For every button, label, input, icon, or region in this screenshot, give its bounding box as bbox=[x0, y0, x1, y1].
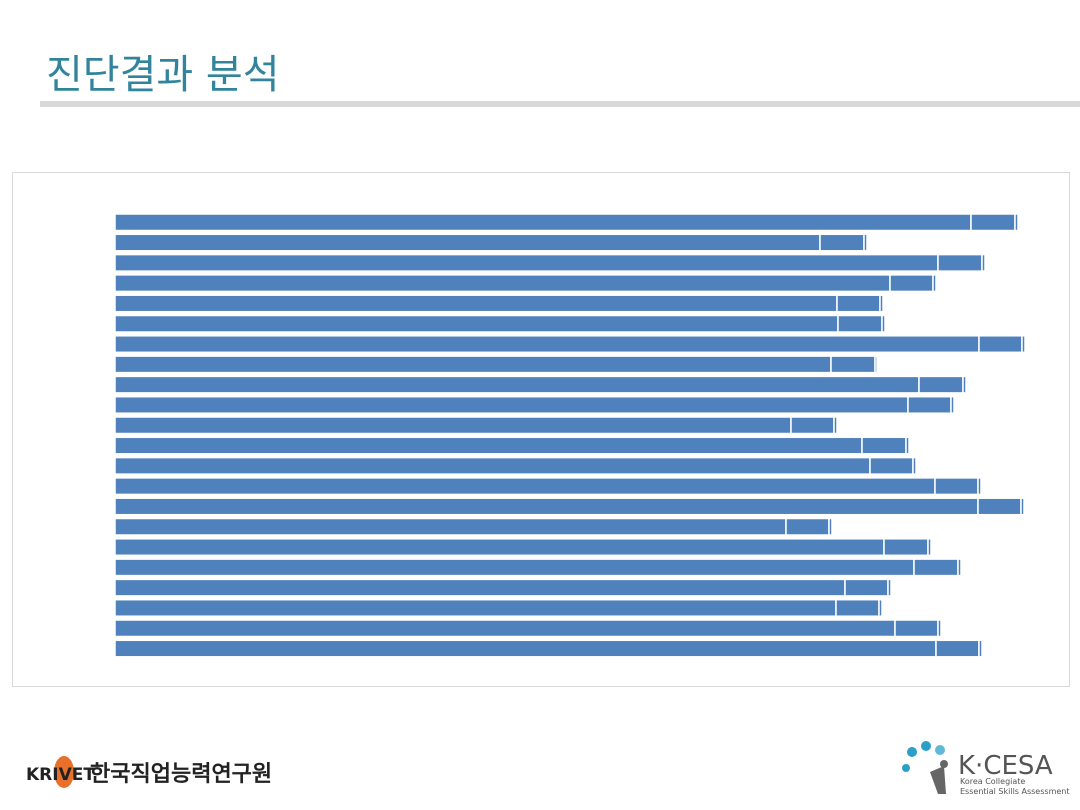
bar-segment bbox=[887, 578, 892, 597]
bar-segment bbox=[934, 477, 979, 496]
kcesa-logo-mark bbox=[902, 741, 948, 794]
kcesa-brand: K·CESA bbox=[958, 751, 1053, 781]
bar-segment bbox=[977, 497, 1022, 516]
bar-segment bbox=[835, 598, 880, 617]
bar-segment bbox=[978, 639, 983, 658]
bar-segment bbox=[114, 436, 863, 455]
bar-segment bbox=[114, 314, 839, 333]
bar-segment bbox=[889, 274, 934, 293]
bar-segment bbox=[790, 416, 835, 435]
bar-segment bbox=[874, 355, 878, 374]
bar-segment bbox=[836, 294, 881, 313]
bar-segment bbox=[844, 578, 889, 597]
bar-segment bbox=[114, 395, 909, 414]
bar-segment bbox=[114, 558, 915, 577]
bar-segment bbox=[878, 598, 883, 617]
bar-segment bbox=[114, 517, 787, 536]
bar-segment bbox=[907, 395, 952, 414]
bar-segment bbox=[981, 253, 986, 272]
bar-segment bbox=[950, 395, 955, 414]
slide-title: 진단결과 분석 bbox=[46, 52, 280, 98]
bar-segment bbox=[1014, 213, 1019, 232]
bar-segment bbox=[114, 639, 937, 658]
bar-segment bbox=[833, 416, 838, 435]
bar-segment bbox=[830, 355, 876, 374]
title-rule bbox=[40, 101, 1080, 107]
bar-segment bbox=[869, 456, 914, 475]
bar-segment bbox=[935, 639, 980, 658]
bar-segment bbox=[977, 477, 982, 496]
bar-segment bbox=[114, 274, 891, 293]
bar-segment bbox=[114, 213, 972, 232]
bar-segment bbox=[785, 517, 830, 536]
krivet-name: 한국직업능력연구원 bbox=[90, 762, 272, 787]
bar-segment bbox=[927, 538, 932, 557]
bar-segment bbox=[913, 558, 959, 577]
bar-segment bbox=[861, 436, 907, 455]
bar-segment bbox=[970, 213, 1016, 232]
bar-segment bbox=[978, 335, 1023, 354]
kcesa-line1: Korea Collegiate bbox=[960, 777, 1025, 786]
bar-segment bbox=[114, 335, 980, 354]
bar-segment bbox=[932, 274, 937, 293]
bar-segment bbox=[937, 253, 983, 272]
bar-segment bbox=[881, 314, 886, 333]
bar-segment bbox=[114, 477, 936, 496]
bar-segment bbox=[1021, 335, 1026, 354]
bar-segment bbox=[1020, 497, 1025, 516]
bars bbox=[114, 213, 1026, 658]
bar-segment bbox=[114, 233, 821, 252]
bar-segment bbox=[114, 375, 920, 394]
bar-segment bbox=[114, 253, 939, 272]
bar-segment bbox=[114, 355, 832, 374]
bar-segment bbox=[957, 558, 962, 577]
krivet-logo-mark bbox=[54, 756, 74, 788]
kcesa-line2: Essential Skills Assessment bbox=[960, 787, 1070, 796]
bar-segment bbox=[863, 233, 868, 252]
bar-segment bbox=[905, 436, 910, 455]
bar-segment bbox=[114, 578, 846, 597]
bar-segment bbox=[114, 497, 979, 516]
bar-segment bbox=[894, 619, 939, 638]
bar-segment bbox=[114, 538, 885, 557]
bar-segment bbox=[883, 538, 929, 557]
bar-segment bbox=[937, 619, 942, 638]
bar-segment bbox=[114, 598, 837, 617]
bar-segment bbox=[819, 233, 865, 252]
bar-segment bbox=[912, 456, 917, 475]
bar-segment bbox=[837, 314, 883, 333]
bar-segment bbox=[918, 375, 964, 394]
bar-segment bbox=[879, 294, 884, 313]
krivet-brand: KRIVET bbox=[26, 765, 95, 785]
bar-segment bbox=[114, 416, 792, 435]
bar-segment bbox=[114, 619, 896, 638]
bar-segment bbox=[114, 294, 838, 313]
bar-segment bbox=[114, 456, 871, 475]
bar-segment bbox=[828, 517, 833, 536]
bar-segment bbox=[962, 375, 967, 394]
